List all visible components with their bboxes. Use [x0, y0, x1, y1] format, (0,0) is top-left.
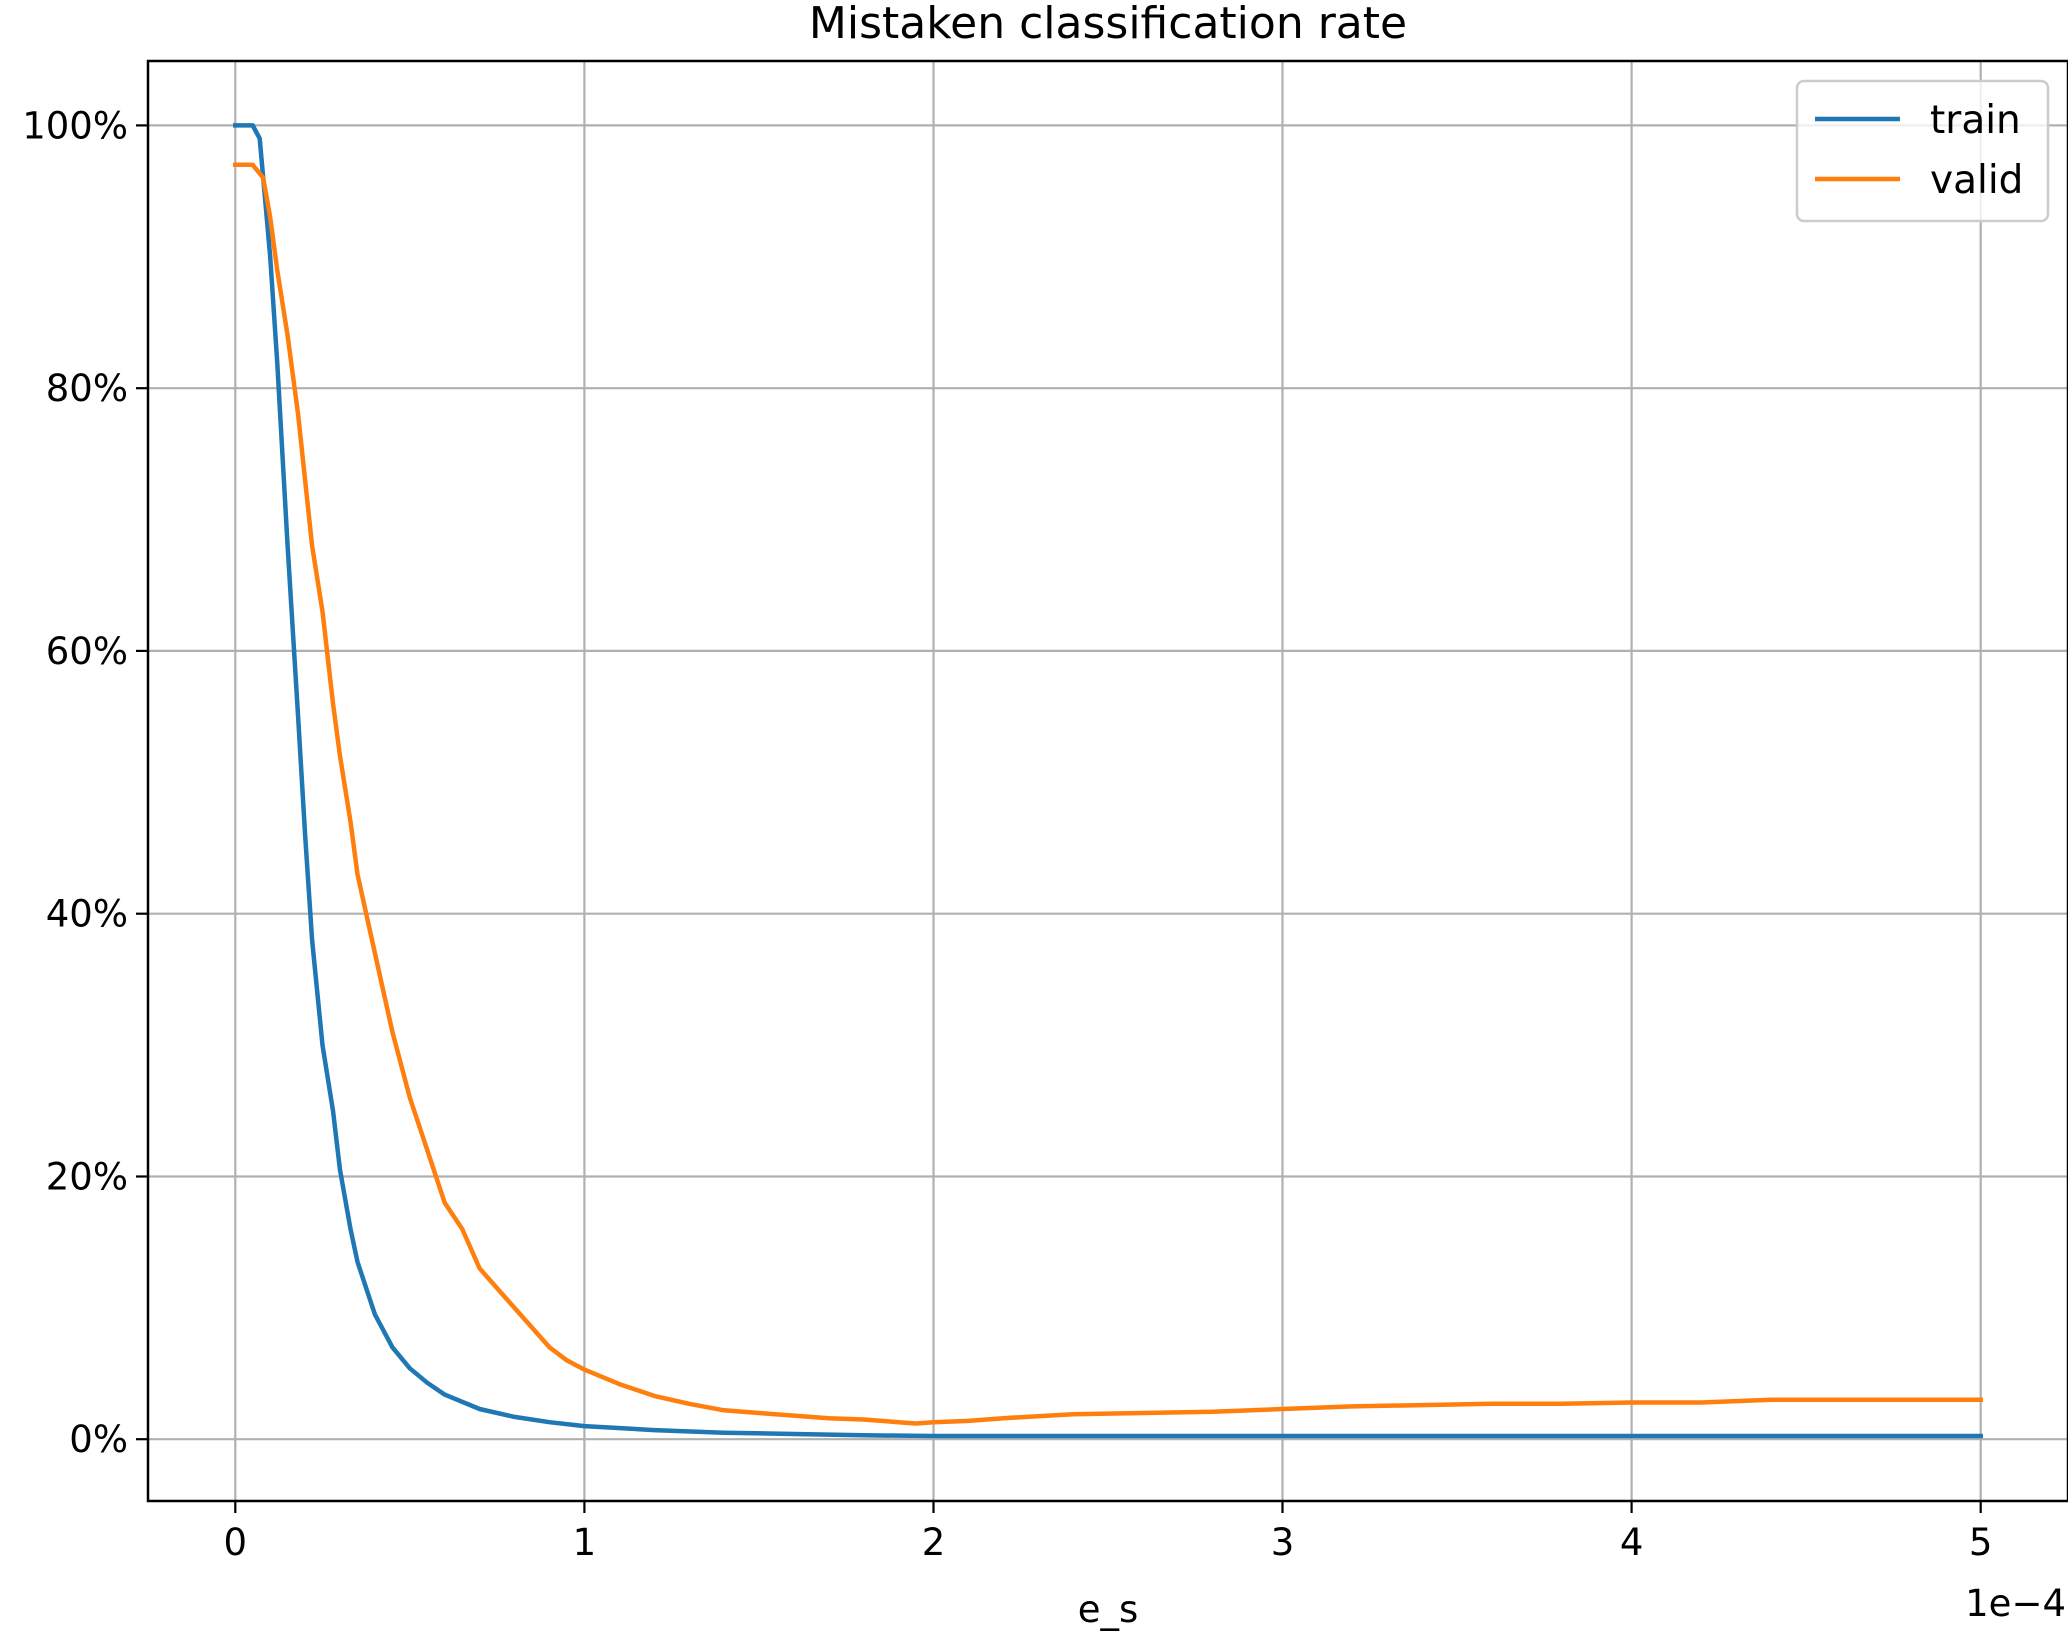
x-tick-label: 3: [1271, 1521, 1295, 1564]
x-tick-label: 1: [573, 1521, 597, 1564]
chart-title: Mistaken classification rate: [809, 0, 1407, 49]
x-axis-label: e_s: [1078, 1588, 1139, 1631]
y-tick-label: 40%: [46, 893, 128, 936]
y-tick-label: 60%: [46, 630, 128, 673]
legend: train valid: [1795, 79, 2050, 223]
x-tick-label: 0: [224, 1521, 248, 1564]
y-axis: 0% 20% 40% 60% 80% 100%: [22, 104, 148, 1461]
x-tick-label: 4: [1620, 1521, 1644, 1564]
y-tick-label: 0%: [69, 1418, 128, 1461]
legend-label-valid: valid: [1930, 158, 2023, 203]
series-layer: [233, 123, 1983, 1439]
x-tick-label: 5: [1969, 1521, 1993, 1564]
series-line-valid: [233, 162, 1983, 1426]
legend-box: [1795, 79, 2050, 223]
legend-label-train: train: [1930, 98, 2021, 143]
series-line-train: [233, 123, 1983, 1439]
x-offset-label: 1e−4: [1965, 1582, 2066, 1625]
grid-lines: [148, 61, 2068, 1501]
y-tick-label: 20%: [46, 1156, 128, 1199]
y-tick-label: 100%: [22, 104, 128, 147]
y-tick-label: 80%: [46, 367, 128, 410]
plot-frame: [146, 59, 2068, 1503]
x-tick-label: 2: [922, 1521, 946, 1564]
x-axis: 0 1 2 3 4 5: [224, 1501, 1993, 1564]
